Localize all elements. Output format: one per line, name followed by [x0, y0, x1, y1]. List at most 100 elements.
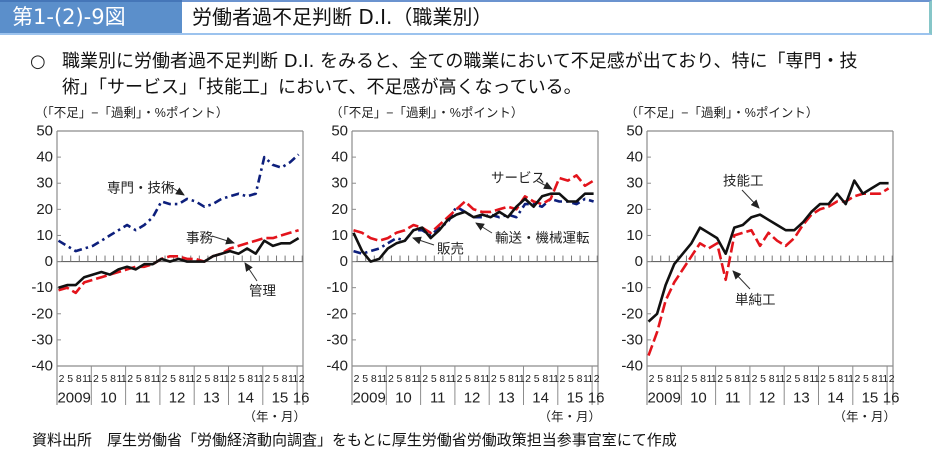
x-month-label: 8 — [872, 373, 878, 385]
x-month-label: 11 — [288, 373, 298, 385]
x-year-label: 2009 — [57, 390, 90, 407]
y-tick-label: -40 — [31, 358, 53, 375]
x-month-label: 2 — [559, 373, 565, 385]
x-year-label: 13 — [498, 390, 515, 407]
figure-title: 労働者過不足判断 D.I.（職業別） — [182, 0, 932, 35]
series-label-arrow — [244, 262, 258, 282]
source-note: 資料出所 厚生労働省「労働経済動向調査」をもとに厚生労働省労働政策担当参事官室に… — [32, 431, 677, 449]
x-month-label: 2 — [127, 373, 133, 385]
y-tick-label: 0 — [635, 253, 643, 270]
x-month-label: 8 — [666, 373, 672, 385]
y-tick-label: 50 — [331, 123, 348, 140]
series-label: サービス — [491, 171, 545, 186]
series-line-2 — [647, 187, 890, 357]
y-tick-label: -20 — [326, 305, 348, 322]
x-month-label: 11 — [775, 373, 785, 385]
x-month-label: 2 — [354, 373, 360, 385]
x-month-label: 5 — [204, 373, 210, 385]
y-tick-label: -20 — [31, 305, 53, 322]
x-month-label: 8 — [371, 373, 377, 385]
x-month-label: 2 — [786, 373, 792, 385]
x-year-label: 14 — [532, 390, 549, 407]
x-month-label: 2 — [422, 373, 428, 385]
x-month-label: 5 — [431, 373, 437, 385]
figure-number: 第1-(2)-9図 — [0, 0, 182, 35]
x-month-label: 11 — [809, 373, 819, 385]
x-month-label: 2 — [196, 373, 202, 385]
x-month-label: 5 — [863, 373, 869, 385]
x-year-label: 11 — [135, 390, 151, 407]
x-year-label: 10 — [690, 390, 707, 407]
x-month-label: 11 — [480, 373, 490, 385]
x-month-label: 11 — [672, 373, 682, 385]
x-month-label: 5 — [397, 373, 403, 385]
x-month-label: 5 — [102, 373, 108, 385]
x-year-label: 15 — [862, 390, 879, 407]
series-label: 事務 — [186, 231, 213, 246]
series-label-arrow — [536, 180, 553, 190]
x-year-label: 12 — [169, 390, 186, 407]
x-year-label: 11 — [725, 390, 741, 407]
series-line-3 — [353, 197, 594, 255]
y-tick-label: 10 — [36, 227, 53, 244]
x-month-label: 2 — [162, 373, 168, 385]
series-line-2 — [352, 192, 594, 263]
y-tick-label: -30 — [31, 331, 53, 348]
y-tick-label: -10 — [326, 279, 348, 296]
y-axis-unit-label: （「不足」−「過剰」・%ポイント） — [625, 106, 818, 120]
x-month-label: 8 — [179, 373, 185, 385]
y-tick-label: -40 — [326, 358, 348, 375]
x-month-label: 8 — [144, 373, 150, 385]
y-tick-label: 30 — [331, 175, 348, 192]
x-month-label: 2 — [93, 373, 99, 385]
x-month-label: 8 — [474, 373, 480, 385]
x-month-label: 5 — [794, 373, 800, 385]
x-year-label: 12 — [759, 390, 776, 407]
x-month-label: 11 — [446, 373, 456, 385]
series-label: 単純工 — [735, 293, 776, 308]
x-month-label: 5 — [499, 373, 505, 385]
x-month-label: 8 — [110, 373, 116, 385]
x-month-label: 2 — [525, 373, 531, 385]
y-tick-label: 0 — [340, 253, 348, 270]
x-axis-unit-label: （年・月） — [833, 410, 896, 424]
x-month-label: 2 — [388, 373, 394, 385]
x-month-label: 2 — [264, 373, 270, 385]
x-month-label: 8 — [247, 373, 253, 385]
series-line-1 — [647, 179, 889, 323]
x-month-label: 11 — [411, 373, 421, 385]
x-month-label: 11 — [82, 373, 92, 385]
charts-area: （「不足」−「過剰」・%ポイント）50403020100-10-20-30-40… — [31, 106, 899, 424]
x-month-label: 2 — [457, 373, 463, 385]
y-tick-label: 40 — [626, 149, 643, 166]
x-month-label: 11 — [514, 373, 524, 385]
x-month-label: 2 — [854, 373, 860, 385]
x-month-label: 8 — [700, 373, 706, 385]
x-month-label: 2 — [491, 373, 497, 385]
y-tick-label: -40 — [621, 358, 643, 375]
x-month-label: 8 — [734, 373, 740, 385]
series-label: 輸送・機械運転 — [495, 231, 590, 246]
x-month-label: 11 — [706, 373, 716, 385]
y-tick-label: 30 — [36, 175, 53, 192]
y-tick-label: 50 — [626, 123, 643, 140]
y-tick-label: -20 — [621, 305, 643, 322]
y-tick-label: 10 — [331, 227, 348, 244]
y-axis-unit-label: （「不足」−「過剰」・%ポイント） — [35, 106, 228, 120]
x-month-label: 11 — [254, 373, 264, 385]
x-month-label: 11 — [116, 373, 126, 385]
y-tick-label: 20 — [36, 201, 53, 218]
x-month-label: 5 — [170, 373, 176, 385]
series-label-arrow — [412, 236, 435, 246]
x-month-label: 8 — [213, 373, 219, 385]
y-tick-label: 20 — [331, 201, 348, 218]
x-year-label: 13 — [793, 390, 810, 407]
x-month-label: 8 — [405, 373, 411, 385]
x-month-label: 2 — [649, 373, 655, 385]
series-line-1 — [57, 153, 300, 253]
x-year-label: 11 — [430, 390, 446, 407]
series-line-1 — [353, 174, 595, 242]
series-label: 技能工 — [723, 174, 764, 189]
series-label: 専門・技術 — [107, 181, 175, 196]
y-tick-label: 40 — [36, 149, 53, 166]
